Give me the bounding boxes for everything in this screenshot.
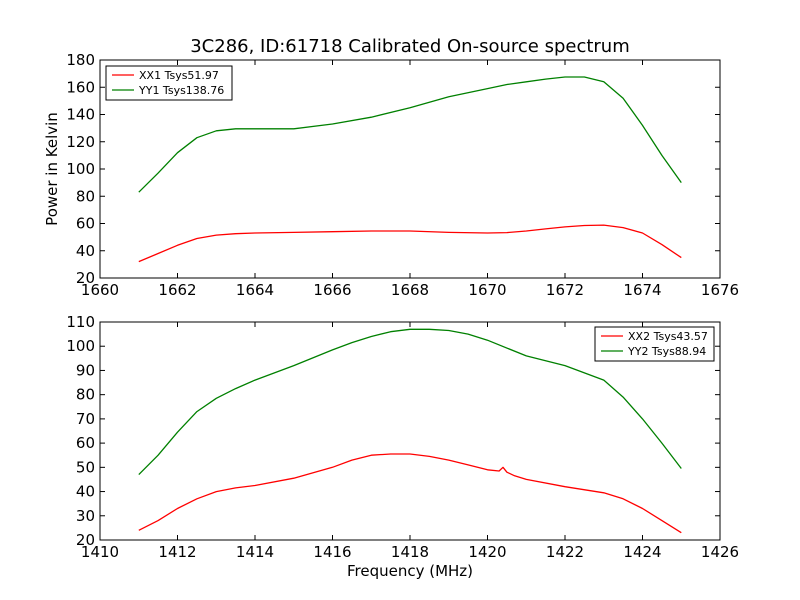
x-tick-label: 1662: [158, 281, 196, 299]
y-tick-label: 140: [66, 106, 95, 124]
y-tick-label: 180: [66, 51, 95, 69]
x-tick-label: 1668: [391, 281, 429, 299]
y-tick-label: 40: [76, 242, 95, 260]
legend: XX1 Tsys51.97 YY1 Tsys138.76: [105, 65, 233, 101]
x-tick-label: 1670: [468, 281, 506, 299]
x-tick-label: 1412: [158, 543, 196, 561]
x-tick-label: 1660: [81, 281, 119, 299]
series-line-1: [138, 224, 682, 263]
x-tick-label: 1672: [546, 281, 584, 299]
y-tick-label: 100: [66, 337, 95, 355]
y-tick-label: 20: [76, 531, 95, 549]
x-tick-label: 1416: [313, 543, 351, 561]
y-tick-label: 40: [76, 483, 95, 501]
y-axis-label: Power in Kelvin: [43, 112, 61, 226]
legend-label: YY2 Tsys88.94: [627, 345, 706, 358]
x-tick-label: 1664: [236, 281, 274, 299]
y-tick-label: 60: [76, 215, 95, 233]
x-tick-label: 1414: [236, 543, 274, 561]
y-tick-label: 20: [76, 269, 95, 287]
x-tick-label: 1666: [313, 281, 351, 299]
series-line-2: [138, 76, 682, 193]
chart-title: 3C286, ID:61718 Calibrated On-source spe…: [190, 36, 630, 57]
legend-label: XX1 Tsys51.97: [139, 69, 219, 82]
x-tick-label: 1426: [701, 543, 739, 561]
x-axis-label: Frequency (MHz): [347, 562, 473, 580]
legend-box: [105, 65, 233, 101]
x-tick-label: 1424: [623, 543, 661, 561]
x-tick-label: 1422: [546, 543, 584, 561]
chart-panel-2: 1410 1412 1414 1416 1418 1420 1422 1424 1426 20 30…: [66, 313, 739, 580]
legend-box: [594, 326, 715, 362]
series-line-2: [138, 328, 682, 476]
legend-label: YY1 Tsys138.76: [138, 84, 224, 97]
y-tick-label: 70: [76, 410, 95, 428]
y-tick-label: 80: [76, 187, 95, 205]
legend-label: XX2 Tsys43.57: [628, 330, 708, 343]
x-tick-label: 1418: [391, 543, 429, 561]
y-tick-label: 120: [66, 133, 95, 151]
y-tick-label: 60: [76, 434, 95, 452]
x-tick-label: 1420: [468, 543, 506, 561]
y-tick-label: 100: [66, 160, 95, 178]
chart-panel-1: 3C286, ID:61718 Calibrated On-source spe…: [43, 36, 739, 299]
y-tick-label: 90: [76, 361, 95, 379]
y-tick-label: 160: [66, 78, 95, 96]
y-tick-label: 30: [76, 507, 95, 525]
x-tick-label: 1674: [623, 281, 661, 299]
y-tick-label: 110: [66, 313, 95, 331]
series-line-1: [138, 453, 682, 534]
x-tick-label: 1410: [81, 543, 119, 561]
y-tick-label: 80: [76, 386, 95, 404]
x-tick-label: 1676: [701, 281, 739, 299]
y-tick-label: 50: [76, 458, 95, 476]
legend: XX2 Tsys43.57 YY2 Tsys88.94: [594, 326, 715, 362]
